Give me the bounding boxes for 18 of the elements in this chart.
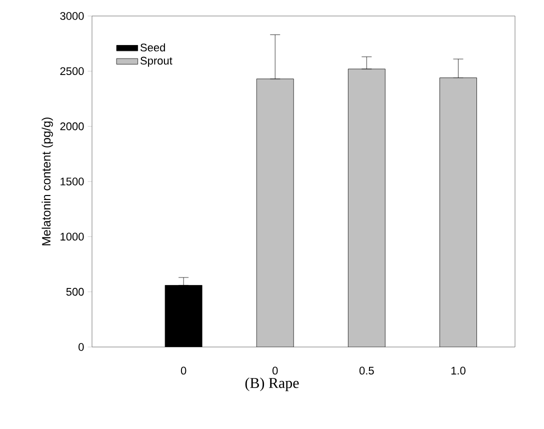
- y-tick-label: 1000: [60, 232, 84, 241]
- y-tick-label: 3000: [60, 12, 84, 20]
- text: (B) Rape: [245, 378, 299, 392]
- legend-label: Sprout: [140, 56, 172, 67]
- x-tick-label: 0.5: [359, 366, 374, 375]
- bar: [348, 68, 386, 347]
- y-tick-label: 1500: [60, 178, 84, 186]
- y-axis-title: Melatonin content (pg/g): [42, 118, 53, 246]
- legend-label: Seed: [140, 43, 165, 52]
- x-tick-label: 0: [272, 366, 278, 375]
- bar: [440, 78, 477, 347]
- y-tick-label: 0: [78, 343, 84, 351]
- bar: [256, 78, 294, 347]
- y-tick-label: 500: [66, 288, 84, 296]
- x-tick-label: 0: [180, 366, 186, 375]
- x-tick-label: 1.0: [451, 366, 466, 375]
- y-tick-label: 2000: [60, 122, 84, 130]
- y-tick-label: 2500: [60, 67, 84, 76]
